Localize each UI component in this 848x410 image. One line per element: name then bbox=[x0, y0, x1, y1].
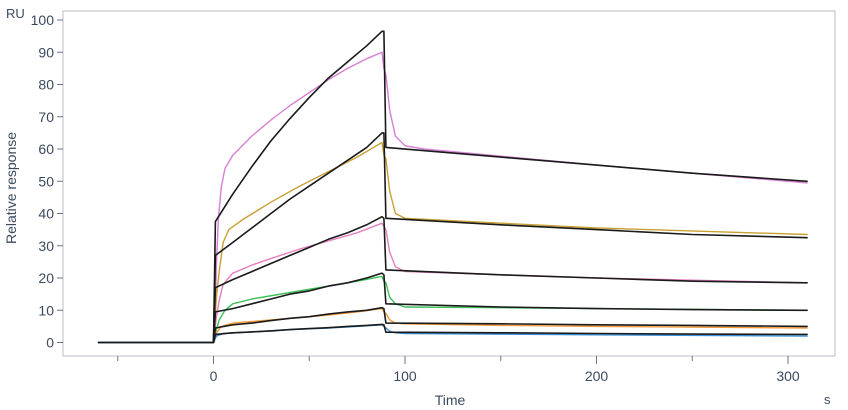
measured-curve-0 bbox=[97, 51, 808, 344]
y-tick-label: 20 bbox=[38, 270, 54, 286]
y-tick-label: 90 bbox=[38, 44, 54, 60]
y-tick-label: 0 bbox=[46, 335, 54, 351]
fit-curve-5 bbox=[97, 215, 808, 344]
fit-curve-9 bbox=[97, 306, 808, 344]
y-tick-label: 100 bbox=[31, 12, 55, 28]
x-unit-label: s bbox=[824, 392, 831, 407]
tick-label-group: 0 10 20 30 40 50 60 70 80 90 100 0 100 200 300 bbox=[31, 12, 800, 384]
y-tick-label: 10 bbox=[38, 302, 54, 318]
y-tick-label: 50 bbox=[38, 173, 54, 189]
x-axis-title: Time bbox=[435, 392, 466, 408]
series-group bbox=[97, 30, 808, 344]
fit-curve-11 bbox=[97, 323, 808, 344]
x-tick-label: 100 bbox=[393, 368, 417, 384]
y-unit-label: RU bbox=[6, 6, 25, 21]
fit-curve-3 bbox=[97, 132, 808, 344]
x-tick-label: 300 bbox=[776, 368, 800, 384]
measured-curve-2 bbox=[97, 141, 808, 344]
y-tick-label: 80 bbox=[38, 77, 54, 93]
x-tick-label: 200 bbox=[585, 368, 609, 384]
y-axis-title: Relative response bbox=[3, 132, 19, 244]
axes-group bbox=[57, 10, 836, 364]
x-tick-label: 0 bbox=[210, 368, 218, 384]
plot-frame bbox=[62, 10, 836, 357]
y-tick-label: 30 bbox=[38, 238, 54, 254]
y-tick-label: 70 bbox=[38, 109, 54, 125]
y-tick-label: 60 bbox=[38, 141, 54, 157]
y-tick-label: 40 bbox=[38, 206, 54, 222]
fit-curve-7 bbox=[97, 272, 808, 344]
fit-curve-1 bbox=[97, 30, 808, 344]
